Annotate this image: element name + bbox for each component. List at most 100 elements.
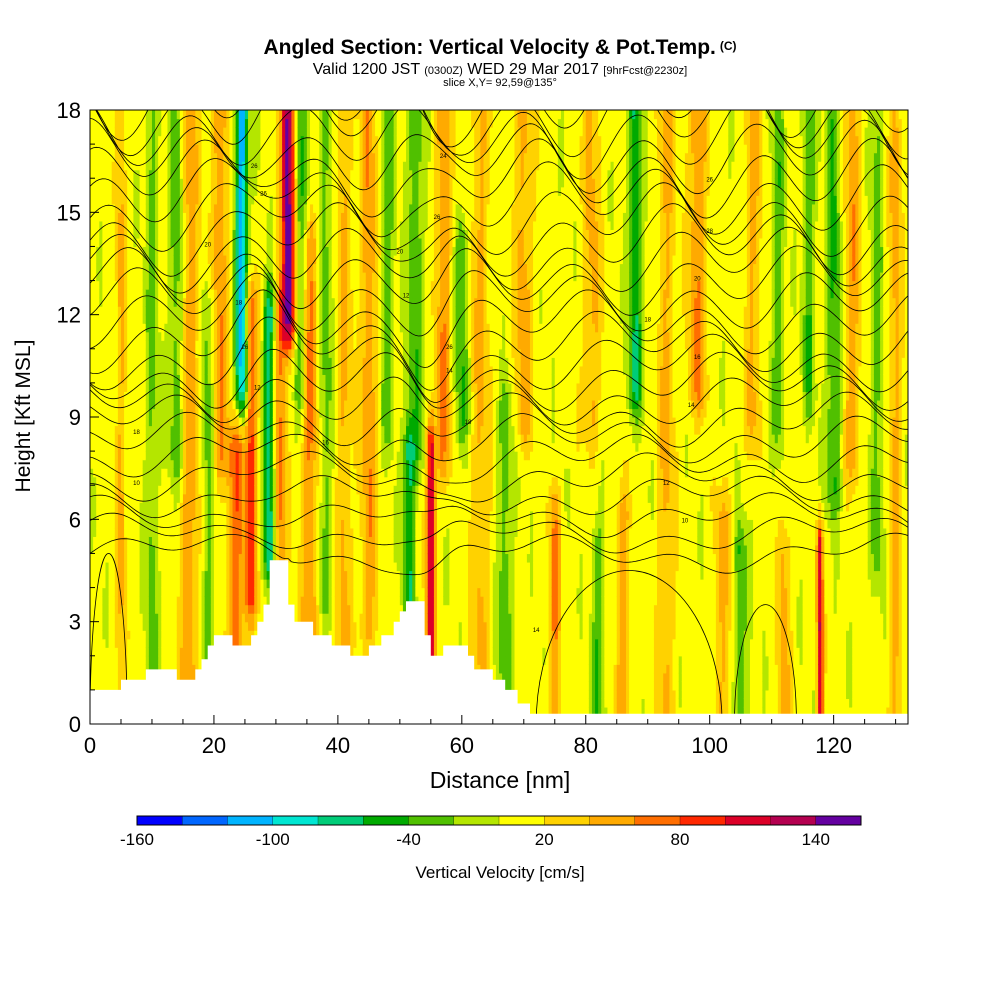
heatmap-cell: [111, 365, 116, 375]
heatmap-cell: [117, 254, 122, 265]
heatmap-cell: [130, 621, 134, 631]
heatmap-cell: [111, 553, 116, 563]
heatmap-cell: [167, 127, 172, 137]
heatmap-cell: [136, 331, 141, 341]
heatmap-cell: [139, 374, 144, 384]
heatmap-cell: [120, 186, 125, 196]
heatmap-cell: [158, 340, 162, 350]
heatmap-cell: [145, 118, 150, 128]
heatmap-cell: [93, 459, 97, 469]
heatmap-cell: [142, 493, 147, 503]
heatmap-cell: [108, 638, 113, 648]
heatmap-cell: [151, 613, 156, 623]
heatmap-cell: [148, 152, 153, 162]
heatmap-cell: [102, 476, 107, 486]
heatmap-cell: [102, 110, 107, 120]
heatmap-cell: [114, 485, 119, 495]
heatmap-cell: [161, 220, 165, 230]
heatmap-cell: [99, 254, 103, 265]
heatmap-cell: [90, 331, 94, 341]
heatmap-cell: [127, 587, 131, 597]
heatmap-cell: [102, 570, 107, 580]
heatmap-cell: [127, 246, 131, 256]
heatmap-cell: [117, 493, 122, 503]
heatmap-cell: [145, 664, 150, 674]
heatmap-cell: [142, 476, 147, 486]
heatmap-cell: [114, 297, 119, 307]
heatmap-cell: [167, 263, 172, 273]
heatmap-cell: [102, 630, 107, 640]
heatmap-cell: [167, 169, 172, 179]
heatmap-cell: [117, 178, 122, 188]
heatmap-cell: [148, 365, 153, 375]
heatmap-cell: [164, 340, 169, 350]
heatmap-cell: [148, 331, 153, 341]
heatmap-cell: [124, 203, 128, 213]
heatmap-cell: [151, 118, 156, 128]
heatmap-cell: [161, 127, 165, 137]
heatmap-cell: [148, 425, 153, 435]
heatmap-cell: [93, 323, 97, 333]
heatmap-cell: [117, 161, 122, 171]
heatmap-cell: [102, 579, 107, 589]
heatmap-cell: [161, 553, 165, 563]
heatmap-cell: [114, 664, 119, 674]
heatmap-cell: [99, 118, 103, 128]
heatmap-cell: [93, 237, 97, 248]
heatmap-cell: [96, 152, 100, 162]
heatmap-cell: [161, 229, 165, 239]
heatmap-cell: [117, 263, 122, 273]
heatmap-cell: [117, 587, 122, 597]
heatmap-cell: [117, 340, 122, 350]
heatmap-cell: [90, 672, 94, 682]
heatmap-cell: [142, 348, 147, 358]
heatmap-cell: [136, 476, 141, 486]
heatmap-cell: [102, 502, 107, 512]
heatmap-cell: [99, 331, 103, 341]
heatmap-cell: [136, 340, 141, 350]
heatmap-cell: [105, 672, 110, 682]
heatmap-cell: [90, 681, 94, 691]
heatmap-cell: [161, 314, 165, 324]
heatmap-cell: [130, 476, 134, 486]
heatmap-cell: [139, 510, 144, 520]
heatmap-cell: [111, 613, 116, 623]
heatmap-cell: [145, 434, 150, 444]
heatmap-cell: [99, 357, 103, 367]
heatmap-cell: [136, 434, 141, 444]
heatmap-cell: [145, 331, 150, 341]
heatmap-cell: [114, 212, 119, 222]
heatmap-cell: [139, 519, 144, 529]
heatmap-cell: [151, 519, 156, 529]
heatmap-cell: [155, 442, 159, 452]
heatmap-cell: [151, 425, 156, 435]
heatmap-cell: [142, 297, 147, 307]
heatmap-cell: [93, 220, 97, 230]
heatmap-cell: [111, 306, 116, 316]
heatmap-cell: [145, 579, 150, 589]
heatmap-cell: [133, 152, 138, 162]
heatmap-cell: [164, 664, 169, 674]
heatmap-cell: [127, 613, 131, 623]
heatmap-cell: [133, 306, 138, 316]
heatmap-cell: [105, 553, 110, 563]
heatmap-cell: [111, 246, 116, 256]
heatmap-cell: [105, 161, 110, 171]
heatmap-cell: [114, 357, 119, 367]
heatmap-cell: [164, 485, 169, 495]
heatmap-cell: [133, 493, 138, 503]
heatmap-cell: [139, 331, 144, 341]
heatmap-cell: [167, 451, 172, 461]
heatmap-cell: [155, 212, 159, 222]
heatmap-cell: [111, 485, 116, 495]
heatmap-cell: [96, 323, 100, 333]
heatmap-cell: [93, 434, 97, 444]
heatmap-cell: [148, 459, 153, 469]
heatmap-cell: [117, 672, 122, 682]
heatmap-cell: [151, 468, 156, 478]
heatmap-cell: [117, 596, 122, 606]
heatmap-cell: [120, 502, 125, 512]
heatmap-cell: [108, 382, 113, 393]
heatmap-cell: [158, 391, 162, 401]
heatmap-cell: [93, 681, 97, 691]
